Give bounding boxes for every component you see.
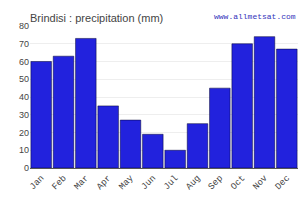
svg-text:Jun: Jun [140,174,159,193]
svg-text:Nov: Nov [251,173,270,192]
svg-text:www.allmetsat.com: www.allmetsat.com [214,12,296,21]
svg-text:Sep: Sep [207,174,226,193]
svg-text:40: 40 [19,92,29,102]
svg-text:Apr: Apr [95,174,114,193]
svg-text:10: 10 [19,145,29,155]
svg-text:30: 30 [19,110,29,120]
svg-text:Dec: Dec [274,174,293,193]
svg-text:0: 0 [24,163,29,173]
svg-text:Mar: Mar [73,174,92,193]
svg-text:20: 20 [19,128,29,138]
svg-text:60: 60 [19,57,29,67]
svg-text:Feb: Feb [50,174,69,193]
svg-text:Jan: Jan [28,174,47,193]
svg-text:80: 80 [19,21,29,31]
svg-text:Jul: Jul [162,174,181,193]
svg-text:Brindisi : precipitation (mm): Brindisi : precipitation (mm) [30,12,163,24]
svg-text:Aug: Aug [184,174,203,193]
svg-text:Oct: Oct [229,174,248,193]
svg-text:May: May [117,173,136,192]
svg-text:70: 70 [19,39,29,49]
svg-text:50: 50 [19,74,29,84]
